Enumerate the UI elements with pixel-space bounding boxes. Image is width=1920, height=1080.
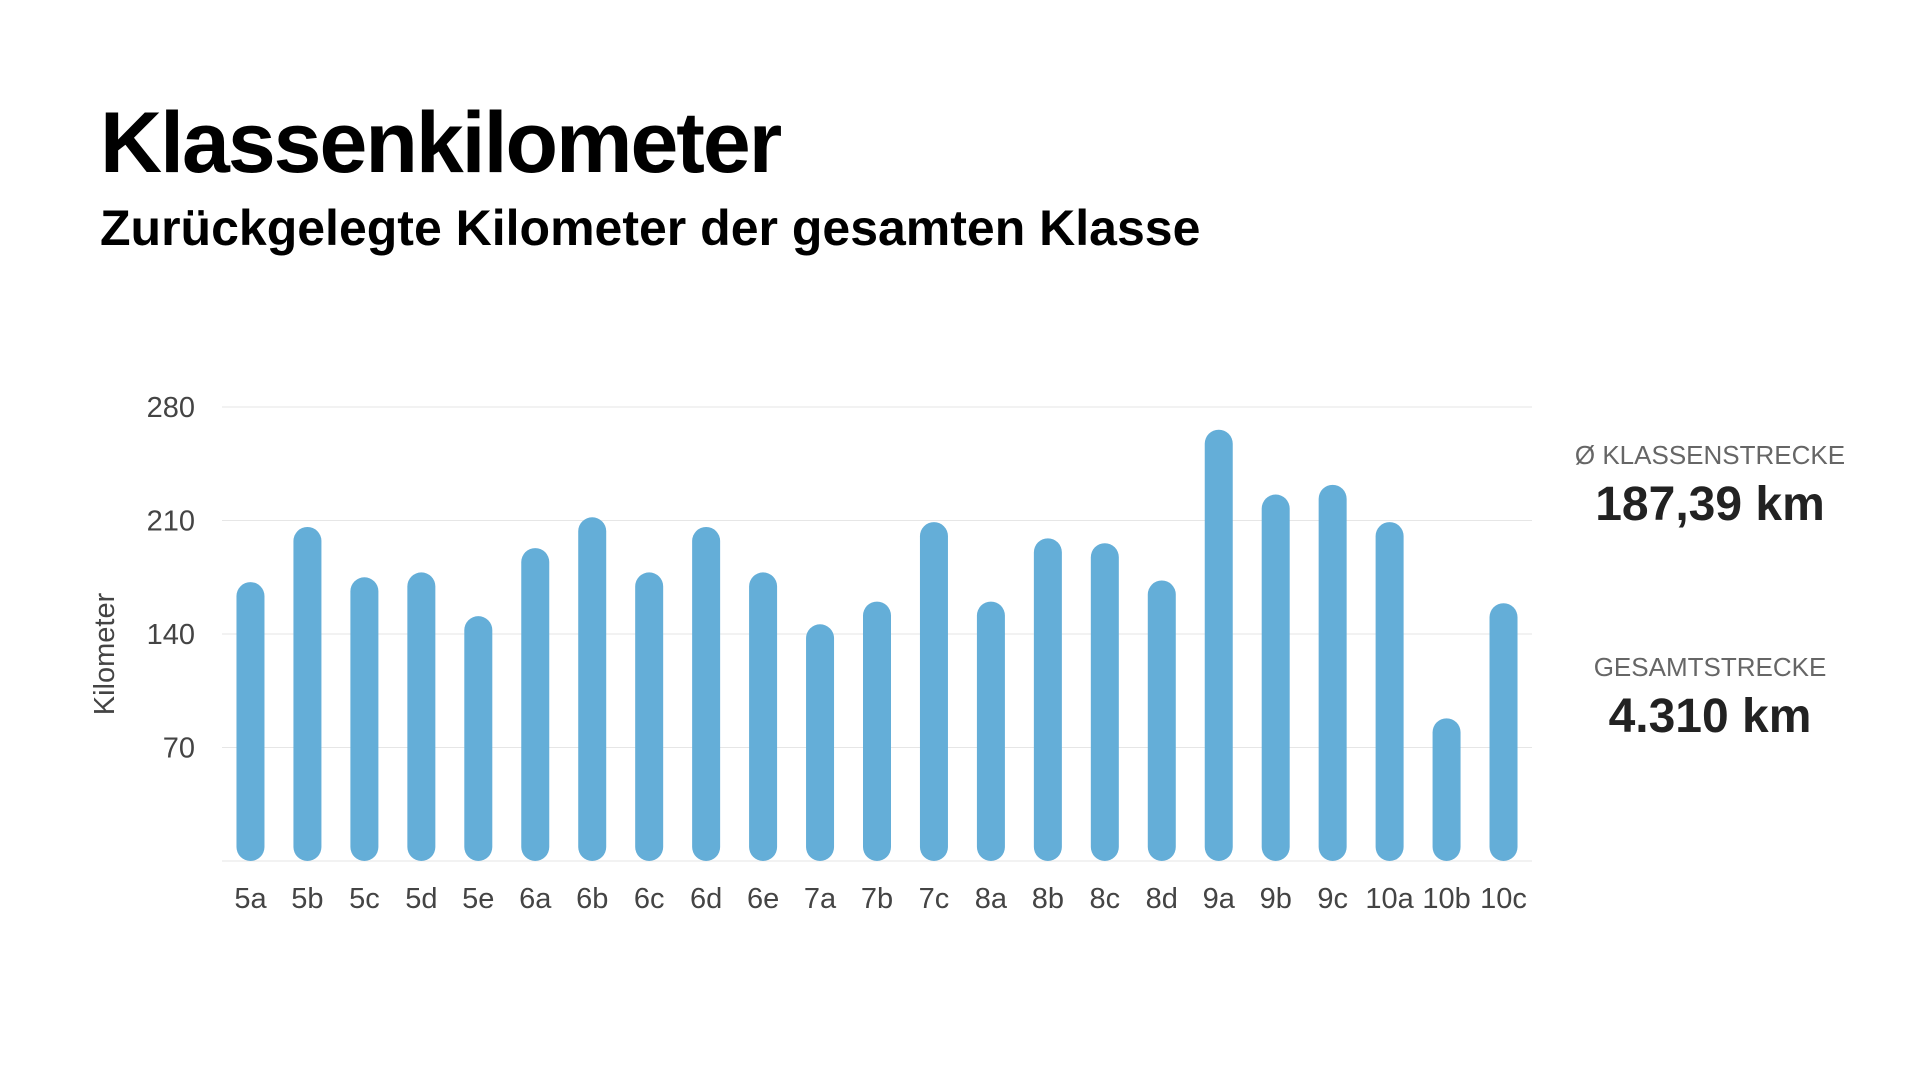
x-tick-label: 9c	[1317, 883, 1348, 915]
x-tick-label: 8b	[1032, 883, 1064, 915]
bar-7b	[863, 601, 891, 861]
page-subtitle: Zurückgelegte Kilometer der gesamten Kla…	[100, 200, 1201, 256]
x-tick-label: 8a	[975, 883, 1008, 915]
bar-5d	[407, 572, 436, 861]
average-stat-value: 187,39 km	[1595, 478, 1825, 531]
x-tick-label: 8d	[1146, 883, 1178, 915]
bar-6a	[521, 548, 550, 861]
bar-6d	[692, 526, 721, 861]
bar-6e	[749, 572, 778, 861]
x-tick-label: 6b	[576, 883, 608, 915]
x-tick-label: 7b	[861, 883, 893, 915]
y-tick-label: 210	[147, 506, 195, 538]
bar-8a	[976, 601, 1005, 861]
bar-8c	[1090, 543, 1119, 861]
bar-10c	[1489, 603, 1518, 861]
bar-9c	[1318, 484, 1347, 861]
bar-7c	[919, 522, 948, 861]
x-tick-label: 5a	[234, 883, 267, 915]
bar-5b	[293, 526, 322, 861]
page-title: Klassenkilometer	[100, 95, 782, 191]
x-tick-label: 6a	[519, 883, 552, 915]
bar-10a	[1375, 522, 1404, 861]
average-stat-label: Ø KLASSENSTRECKE	[1574, 440, 1846, 470]
x-tick-label: 7c	[919, 883, 950, 915]
x-tick-label: 7a	[804, 883, 837, 915]
x-tick-label: 5e	[462, 883, 494, 915]
bar-5a	[236, 582, 265, 861]
bar-10b	[1432, 718, 1461, 861]
x-tick-label: 6e	[747, 883, 779, 915]
x-tick-label: 8c	[1090, 883, 1121, 915]
average-stat: Ø KLASSENSTRECKE 187,39 km	[1565, 440, 1855, 532]
total-stat-label: GESAMTSTRECKE	[1593, 652, 1827, 682]
x-tick-label: 5c	[349, 883, 380, 915]
x-tick-label: 10a	[1365, 883, 1414, 915]
x-tick-label: 9b	[1260, 883, 1292, 915]
x-tick-label: 9a	[1203, 883, 1236, 915]
y-tick-label: 280	[147, 392, 195, 424]
total-stat: GESAMTSTRECKE 4.310 km	[1565, 652, 1855, 744]
x-tick-label: 5d	[405, 883, 437, 915]
bar-8b	[1033, 538, 1062, 861]
bar-6c	[635, 572, 664, 861]
y-tick-label: 140	[147, 619, 195, 651]
bar-5c	[350, 577, 379, 861]
bar-5e	[464, 616, 493, 861]
total-stat-value: 4.310 km	[1608, 690, 1812, 743]
bar-7a	[806, 624, 835, 861]
x-tick-label: 5b	[291, 883, 323, 915]
y-tick-label: 70	[163, 733, 195, 765]
bar-9b	[1261, 494, 1290, 861]
y-axis-label: Kilometer	[89, 592, 121, 715]
bar-8d	[1147, 580, 1176, 861]
x-tick-label: 6c	[634, 883, 665, 915]
x-tick-label: 10b	[1422, 883, 1470, 915]
bar-6b	[578, 517, 607, 861]
x-tick-label: 6d	[690, 883, 722, 915]
x-tick-label: 10c	[1480, 883, 1527, 915]
bar-9a	[1204, 429, 1233, 861]
